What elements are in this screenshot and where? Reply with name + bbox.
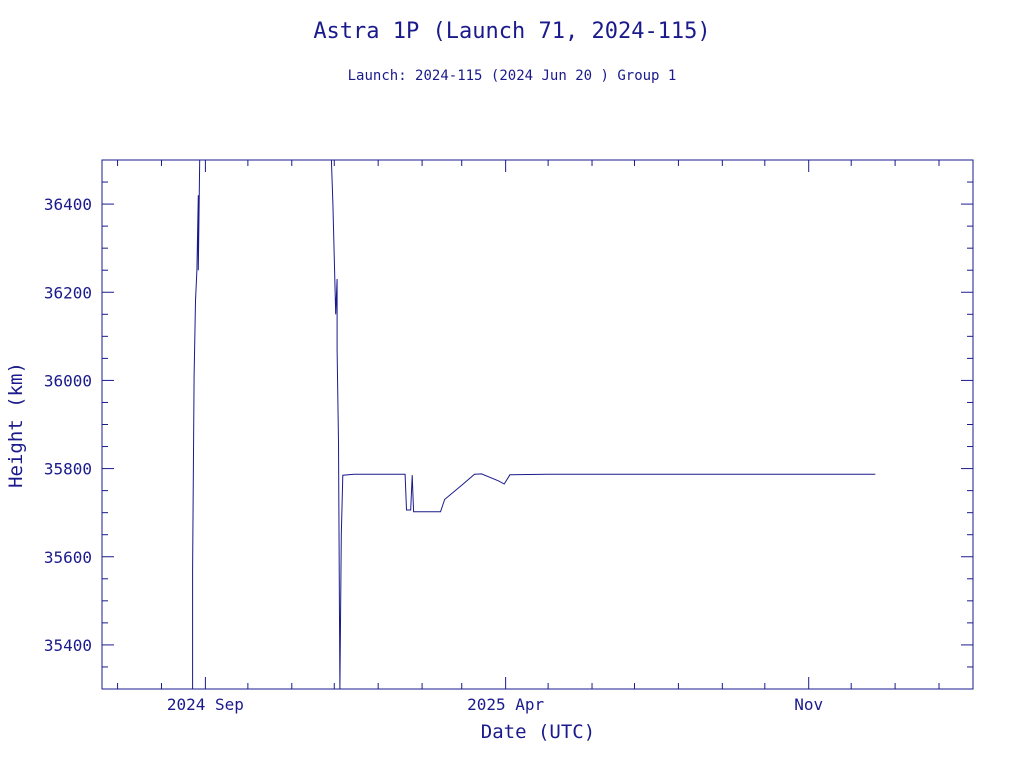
chart-title: Astra 1P (Launch 71, 2024-115)	[313, 19, 710, 44]
x-tick-label: 2025 Apr	[467, 695, 544, 714]
y-tick-label: 35600	[44, 548, 92, 567]
x-tick-label: Nov	[794, 695, 823, 714]
y-tick-label: 35800	[44, 460, 92, 479]
tick-marks	[102, 159, 973, 690]
y-tick-label: 35400	[44, 636, 92, 655]
chart-subtitle: Launch: 2024-115 (2024 Jun 20 ) Group 1	[348, 68, 677, 84]
x-axis-label: Date (UTC)	[481, 721, 595, 743]
data-series	[192, 160, 876, 689]
y-tick-label: 36000	[44, 371, 92, 390]
x-tick-label: 2024 Sep	[167, 695, 244, 714]
y-tick-label: 36200	[44, 283, 92, 302]
tick-labels: 35400 35600 35800 36000 36200 36400 2024 Sep 20…	[44, 195, 823, 714]
height-series-line	[192, 160, 876, 689]
y-tick-label: 36400	[44, 195, 92, 214]
y-axis-label: Height (km)	[5, 362, 27, 488]
plot-frame	[101, 159, 974, 690]
